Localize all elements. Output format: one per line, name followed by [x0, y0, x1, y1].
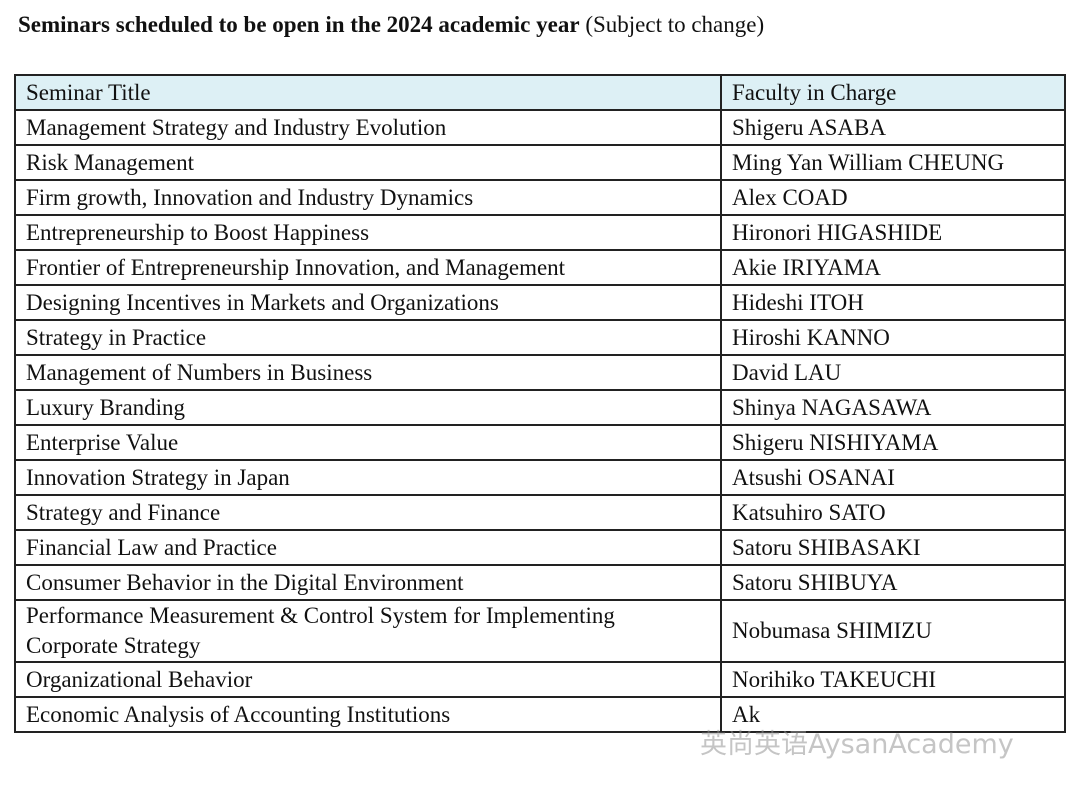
table-cell: Strategy and Finance: [14, 494, 722, 531]
table-cell: Firm growth, Innovation and Industry Dyn…: [14, 179, 722, 216]
title: Seminars scheduled to be open in the 202…: [18, 12, 764, 38]
table-row: Innovation Strategy in Japan Atsushi OSAN…: [14, 459, 1066, 496]
header-row: Seminar Title Faculty in Charge: [14, 74, 1066, 111]
table-row: Frontier of Entrepreneurship Innovation,…: [14, 249, 1066, 286]
table-cell: Satoru SHIBASAKI: [720, 529, 1066, 566]
table-cell: Financial Law and Practice: [14, 529, 722, 566]
table-cell: Shigeru NISHIYAMA: [720, 424, 1066, 461]
table-cell: Hironori HIGASHIDE: [720, 214, 1066, 251]
table-cell: Entrepreneurship to Boost Happiness: [14, 214, 722, 251]
table-row: Luxury Branding Shinya NAGASAWA: [14, 389, 1066, 426]
table-cell: Nobumasa SHIMIZU: [720, 599, 1066, 663]
table-cell: Shigeru ASABA: [720, 109, 1066, 146]
table-cell: David LAU: [720, 354, 1066, 391]
table-cell: Hideshi ITOH: [720, 284, 1066, 321]
table-cell: Shinya NAGASAWA: [720, 389, 1066, 426]
table-row: Enterprise Value Shigeru NISHIYAMA: [14, 424, 1066, 461]
table-cell: Alex COAD: [720, 179, 1066, 216]
table-cell: Performance Measurement & Control System…: [14, 599, 722, 663]
table-row: Economic Analysis of Accounting Institut…: [14, 696, 1066, 733]
seminar-table: Seminar Title Faculty in Charge Management…: [14, 74, 1066, 733]
table-row: Consumer Behavior in the Digital Environ…: [14, 564, 1066, 601]
table-row: Risk Management Ming Yan William CHEUNG: [14, 144, 1066, 181]
table-cell: Atsushi OSANAI: [720, 459, 1066, 496]
table-cell: Risk Management: [14, 144, 722, 181]
table-row: Organizational Behavior Norihiko TAKEUCHI: [14, 661, 1066, 698]
table-cell: Ak: [720, 696, 1066, 733]
table-row: Entrepreneurship to Boost Happiness Hiron…: [14, 214, 1066, 251]
table-row: Management of Numbers in Business David L…: [14, 354, 1066, 391]
table-cell: Luxury Branding: [14, 389, 722, 426]
table-cell: Designing Incentives in Markets and Orga…: [14, 284, 722, 321]
table-row: Financial Law and Practice Satoru SHIBASA…: [14, 529, 1066, 566]
table-cell: Akie IRIYAMA: [720, 249, 1066, 286]
table-cell: Norihiko TAKEUCHI: [720, 661, 1066, 698]
table-cell: Organizational Behavior: [14, 661, 722, 698]
table-cell: Hiroshi KANNO: [720, 319, 1066, 356]
table-row: Performance Measurement & Control System…: [14, 599, 1066, 663]
table-cell: Management of Numbers in Business: [14, 354, 722, 391]
table-cell: Management Strategy and Industry Evoluti…: [14, 109, 722, 146]
title-text: Seminars scheduled to be open in the 202…: [18, 12, 580, 37]
table-cell: Economic Analysis of Accounting Institut…: [14, 696, 722, 733]
title-note: (Subject to change): [585, 12, 765, 37]
table-row: Strategy and Finance Katsuhiro SATO: [14, 494, 1066, 531]
column-header: Faculty in Charge: [720, 74, 1066, 111]
table-cell: Enterprise Value: [14, 424, 722, 461]
table-cell: Innovation Strategy in Japan: [14, 459, 722, 496]
table-cell: Ming Yan William CHEUNG: [720, 144, 1066, 181]
table-row: Management Strategy and Industry Evoluti…: [14, 109, 1066, 146]
table-cell: Frontier of Entrepreneurship Innovation,…: [14, 249, 722, 286]
table-cell: Consumer Behavior in the Digital Environ…: [14, 564, 722, 601]
table-row: Designing Incentives in Markets and Orga…: [14, 284, 1066, 321]
column-header: Seminar Title: [14, 74, 722, 111]
watermark: 英尚英语AysanAcademy: [700, 729, 1014, 760]
table-cell: Katsuhiro SATO: [720, 494, 1066, 531]
table-cell: Satoru SHIBUYA: [720, 564, 1066, 601]
table-row: Strategy in Practice Hiroshi KANNO: [14, 319, 1066, 356]
table-cell: Strategy in Practice: [14, 319, 722, 356]
table-row: Firm growth, Innovation and Industry Dyn…: [14, 179, 1066, 216]
